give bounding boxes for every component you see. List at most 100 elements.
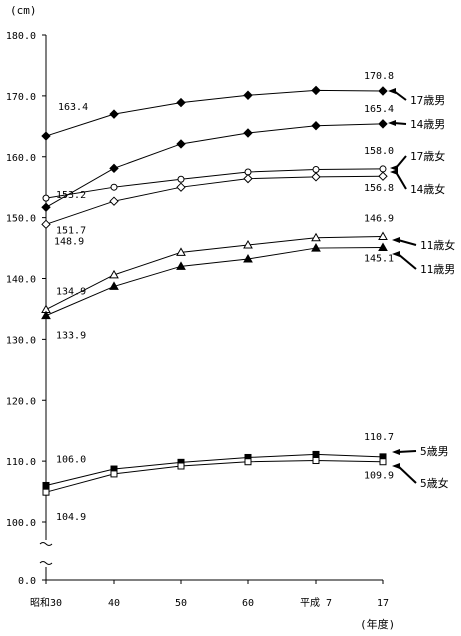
y-tick-label: 120.0 bbox=[6, 396, 36, 407]
data-point bbox=[176, 261, 186, 270]
data-point bbox=[244, 458, 252, 466]
y-tick-label: 150.0 bbox=[6, 214, 36, 225]
legend-arrow-head bbox=[388, 120, 396, 126]
legend-arrow-head bbox=[390, 169, 398, 175]
series-name-label: 11歳男 bbox=[420, 263, 455, 276]
data-point bbox=[109, 269, 119, 279]
data-point bbox=[311, 232, 321, 242]
series-3 bbox=[41, 171, 388, 230]
data-point bbox=[177, 175, 185, 183]
data-point bbox=[378, 231, 388, 240]
data-point bbox=[110, 183, 118, 191]
end-value-label: 170.8 bbox=[364, 71, 394, 82]
data-point bbox=[378, 242, 388, 251]
end-value-label: 156.8 bbox=[364, 183, 394, 194]
x-tick-label: 17 bbox=[377, 598, 389, 609]
data-point bbox=[378, 171, 388, 181]
legend-arrow bbox=[397, 465, 417, 484]
series-name-label: 5歳男 bbox=[420, 445, 449, 458]
y-tick-label: 170.0 bbox=[6, 92, 36, 103]
data-point bbox=[177, 462, 185, 470]
data-point bbox=[41, 202, 51, 212]
series-group bbox=[41, 85, 388, 496]
data-point bbox=[311, 243, 321, 252]
start-value-label: 133.9 bbox=[56, 331, 86, 342]
data-point bbox=[243, 173, 253, 184]
data-point bbox=[109, 109, 119, 119]
series-line bbox=[45, 123, 384, 208]
series-line bbox=[45, 175, 384, 225]
series-line bbox=[45, 453, 384, 486]
x-tick-label: 40 bbox=[108, 598, 120, 609]
end-value-label: 146.9 bbox=[364, 213, 394, 224]
data-point bbox=[110, 470, 118, 478]
y-axis-unit-label: (cm) bbox=[10, 4, 37, 17]
end-value-label: 158.0 bbox=[364, 146, 394, 157]
start-value-label: 134.9 bbox=[56, 287, 86, 298]
start-value-label: 151.7 bbox=[56, 225, 86, 236]
data-point bbox=[176, 182, 186, 192]
data-point bbox=[311, 120, 321, 131]
data-point bbox=[378, 86, 388, 96]
x-tick-label: 昭和30 bbox=[30, 597, 62, 609]
series-6 bbox=[42, 450, 387, 489]
x-tick-label: 60 bbox=[242, 598, 254, 609]
start-value-label: 153.2 bbox=[56, 190, 86, 201]
y-tick-label: 130.0 bbox=[6, 335, 36, 346]
end-value-label: 145.1 bbox=[364, 253, 394, 264]
legend-arrow-head bbox=[390, 165, 398, 171]
legend-arrow-head bbox=[392, 449, 400, 455]
data-point bbox=[109, 281, 119, 290]
data-point bbox=[312, 166, 320, 174]
series-line bbox=[45, 246, 384, 317]
series-7 bbox=[42, 457, 387, 496]
data-point bbox=[312, 457, 320, 465]
axes bbox=[39, 35, 383, 581]
data-point bbox=[379, 458, 387, 466]
series-line bbox=[45, 168, 384, 199]
legend-arrow-head bbox=[392, 463, 400, 469]
data-point bbox=[311, 85, 321, 96]
series-name-label: 17歳男 bbox=[410, 94, 445, 107]
start-value-label: 148.9 bbox=[54, 236, 84, 247]
y-tick-label: 100.0 bbox=[6, 518, 36, 529]
x-tick-label: 50 bbox=[175, 598, 187, 609]
data-labels: 163.4 170.8 151.7 165.4 153.2 158.0 148.9 156.8… bbox=[54, 71, 394, 523]
series-name-label: 14歳女 bbox=[410, 182, 445, 196]
series-line bbox=[45, 89, 384, 137]
series-5 bbox=[41, 242, 388, 320]
end-value-label: 109.9 bbox=[364, 471, 394, 482]
series-0 bbox=[41, 85, 388, 141]
data-point bbox=[41, 219, 51, 230]
data-point bbox=[109, 163, 119, 174]
end-value-label: 165.4 bbox=[364, 104, 394, 115]
series-name-label: 17歳女 bbox=[410, 149, 445, 163]
series-name-label: 11歳女 bbox=[420, 238, 455, 252]
legend-arrow-head bbox=[388, 88, 396, 94]
x-tick-label: 平成 7 bbox=[300, 597, 332, 609]
data-point bbox=[243, 90, 253, 100]
data-point bbox=[176, 247, 186, 256]
data-point bbox=[243, 254, 253, 263]
data-point bbox=[109, 196, 119, 206]
y-tick-label: 0.0 bbox=[18, 576, 36, 587]
data-point bbox=[243, 128, 253, 138]
series-line bbox=[45, 235, 384, 310]
data-point bbox=[42, 488, 50, 496]
series-line bbox=[45, 460, 384, 493]
legend-arrow bbox=[397, 239, 417, 246]
start-value-label: 104.9 bbox=[56, 512, 86, 523]
data-point bbox=[311, 172, 321, 182]
y-tick-label: 110.0 bbox=[6, 457, 36, 468]
data-point bbox=[176, 97, 186, 108]
series-1 bbox=[41, 119, 388, 212]
y-tick-label: 160.0 bbox=[6, 153, 36, 164]
legend-arrow-head bbox=[392, 251, 400, 257]
series-2 bbox=[42, 165, 387, 202]
data-point bbox=[379, 165, 387, 173]
y-tick-label: 140.0 bbox=[6, 275, 36, 286]
axis-break-mark bbox=[39, 561, 53, 565]
legend-arrow bbox=[397, 253, 417, 270]
data-point bbox=[243, 240, 253, 249]
